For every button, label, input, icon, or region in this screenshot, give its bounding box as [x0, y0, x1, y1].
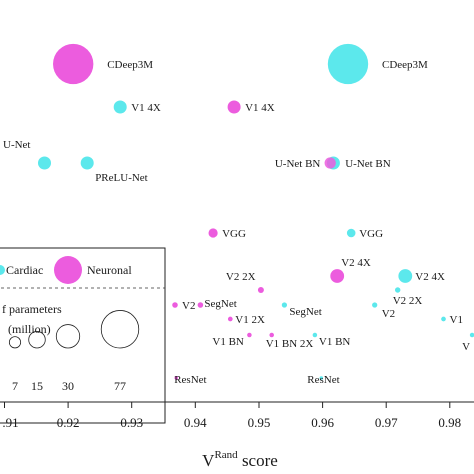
data-label: VGG — [359, 228, 383, 240]
legend-size-circle — [8, 336, 22, 349]
legend-neuronal-swatch — [54, 256, 82, 284]
data-label: ResNet — [307, 374, 339, 386]
legend-size-circle — [55, 324, 81, 349]
data-label: V1 — [450, 314, 463, 326]
data-point-neuronal — [227, 100, 241, 114]
data-label: VGG — [222, 228, 246, 240]
data-point-cardiac — [441, 316, 446, 322]
legend-size-label: 15 — [31, 379, 43, 393]
legend-size-label: 7 — [12, 379, 18, 393]
data-label: ResNet — [174, 374, 206, 386]
data-point-neuronal — [324, 157, 336, 169]
data-label: V — [462, 341, 470, 353]
legend-size-circles: 7 15 30 77 — [8, 310, 140, 393]
legend-size-title: f parameters — [2, 302, 62, 316]
data-label: V1 4X — [131, 102, 161, 114]
legend: Cardiac Neuronal f parameters (million) … — [0, 247, 166, 424]
x-tick-label: 0.94 — [184, 415, 207, 430]
data-label: V1 BN 2X — [266, 338, 314, 350]
data-point-cardiac — [469, 332, 474, 338]
legend-size-circle — [28, 331, 46, 349]
x-axis-title: VRand score — [202, 449, 278, 470]
data-label: U-Net BN — [275, 158, 321, 170]
data-point-cardiac — [319, 376, 324, 380]
legend-neuronal-label: Neuronal — [87, 263, 132, 277]
data-label: V2 4X — [341, 257, 371, 269]
data-label: V1 4X — [245, 102, 275, 114]
data-point-cardiac — [281, 302, 288, 308]
x-tick-label: 0.96 — [311, 415, 334, 430]
data-point-cardiac — [113, 100, 127, 114]
x-ticks: .91 0.92 0.93 0.94 0.95 0.96 0.97 0.98 — [2, 402, 461, 430]
data-label: PReLU-Net — [95, 172, 148, 184]
points-layer — [37, 43, 474, 380]
data-label: SegNet — [204, 298, 236, 310]
data-point-neuronal — [197, 302, 204, 308]
legend-size-unit: (million) — [8, 322, 51, 336]
data-point-cardiac — [327, 43, 369, 85]
data-label: SegNet — [289, 306, 321, 318]
data-label: V1 BN — [212, 336, 244, 348]
data-point-cardiac — [398, 269, 413, 283]
data-label: U-Net — [3, 139, 31, 151]
data-point-cardiac — [346, 228, 356, 238]
data-point-neuronal — [227, 316, 233, 322]
data-label: V1 BN — [319, 336, 351, 348]
data-point-neuronal — [172, 302, 178, 308]
x-axis: .91 0.92 0.93 0.94 0.95 0.96 0.97 0.98 VRand sc… — [0, 401, 474, 470]
data-point-neuronal — [330, 269, 345, 283]
x-axis-title-superscript: Rand — [214, 449, 238, 461]
legend-size-label: 77 — [114, 379, 126, 393]
data-point-cardiac — [394, 287, 401, 293]
data-point-cardiac — [80, 156, 94, 170]
data-point-cardiac — [372, 302, 378, 308]
data-label: V2 — [182, 300, 195, 312]
x-tick-label: 0.93 — [120, 415, 143, 430]
x-axis-title-suffix: score — [238, 451, 278, 470]
x-tick-label: 0.97 — [375, 415, 398, 430]
data-point-neuronal — [53, 43, 94, 85]
x-tick-label: 0.95 — [248, 415, 271, 430]
data-label: V2 2X — [226, 271, 256, 283]
data-point-neuronal — [247, 332, 252, 338]
legend-cardiac-label: Cardiac — [6, 263, 43, 277]
x-tick-label: 0.98 — [438, 415, 461, 430]
x-tick-label: 0.92 — [57, 415, 80, 430]
data-label: V2 4X — [415, 271, 445, 283]
data-label: V1 2X — [235, 314, 265, 326]
data-point-neuronal — [208, 228, 218, 238]
data-point-neuronal — [257, 287, 264, 293]
x-tick-label: .91 — [2, 415, 18, 430]
data-label: V2 — [382, 308, 395, 320]
legend-cardiac-swatch — [0, 265, 5, 275]
data-point-neuronal — [174, 376, 178, 380]
legend-size-label: 30 — [62, 379, 74, 393]
legend-size-circle — [100, 310, 140, 349]
data-label: V2 2X — [393, 295, 423, 307]
data-point-cardiac — [37, 156, 52, 170]
labels-layer: CDeep3M CDeep3M V1 4X V1 4X U-Net PReLU-Net U-… — [3, 59, 470, 386]
data-label: CDeep3M — [107, 59, 153, 71]
data-label: CDeep3M — [382, 59, 428, 71]
data-label: U-Net BN — [345, 158, 391, 170]
data-point-cardiac — [312, 332, 318, 338]
data-point-neuronal — [269, 332, 274, 338]
